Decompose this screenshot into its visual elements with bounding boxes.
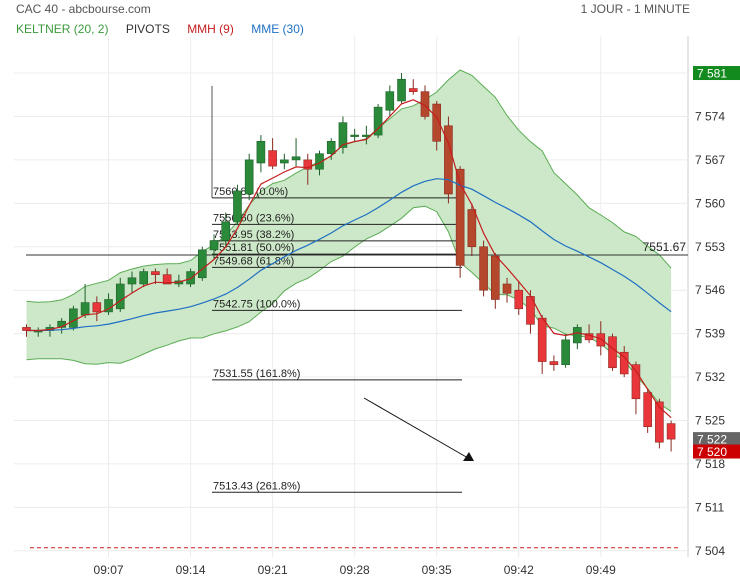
legend: KELTNER (20, 2) PIVOTS MMH (9) MME (30): [16, 22, 318, 36]
candle-body: [256, 140, 266, 164]
y-tick-label: 7 511: [695, 500, 724, 514]
price-badge-bg: [693, 444, 740, 459]
candle-body: [198, 249, 207, 279]
pivot-label: 7551.67: [643, 240, 687, 254]
y-tick-label: 7 560: [695, 196, 725, 210]
candle-body: [280, 159, 289, 164]
price-badge-bg: [693, 66, 740, 81]
candle-body: [467, 209, 477, 248]
period-label: 1 JOUR - 1 MINUTE: [580, 2, 690, 16]
candle-body: [326, 140, 336, 154]
candle-body: [162, 274, 172, 285]
candle-body: [619, 351, 629, 375]
candle-body: [303, 159, 313, 170]
x-tick-label: 09:42: [504, 563, 534, 577]
fibo-level-label: 7551.81 (50.0%): [213, 242, 294, 254]
x-tick-label: 09:35: [422, 563, 452, 577]
candle-body: [80, 302, 90, 316]
price-badge: 7 520: [693, 444, 740, 459]
x-tick-label: 09:07: [94, 563, 124, 577]
candle-body: [479, 246, 488, 291]
y-tick-label: 7 532: [695, 370, 725, 384]
candle-body: [631, 364, 641, 400]
x-tick-label: 09:28: [340, 563, 370, 577]
candle-body: [139, 271, 148, 285]
y-tick-label: 7 567: [695, 153, 725, 167]
candle-body: [209, 240, 219, 251]
candle-body: [549, 361, 559, 365]
candle-body: [408, 88, 418, 92]
candle-body: [596, 333, 606, 347]
candle-body: [221, 221, 231, 241]
keltner-lower-line: [26, 205, 672, 412]
candle-body: [385, 91, 395, 111]
candle-body: [115, 283, 125, 310]
candle-body: [291, 156, 301, 161]
y-tick-label: 7 553: [695, 240, 725, 254]
fibo-level-label: 7531.55 (161.8%): [213, 368, 300, 380]
price-badge-label: 7 522: [697, 433, 727, 447]
candle-body: [268, 150, 277, 167]
candle-body: [432, 103, 442, 142]
instrument-title: CAC 40 - abcbourse.com: [16, 2, 151, 16]
legend-keltner[interactable]: KELTNER (20, 2): [16, 22, 109, 36]
candle-body: [573, 327, 582, 344]
price-badge-label: 7 581: [697, 67, 727, 81]
fibo-level-label: 7553.95 (38.2%): [213, 229, 294, 241]
candle-body: [666, 423, 676, 440]
price-badge: 7 522: [693, 432, 740, 447]
trend-arrow-head: [463, 452, 474, 461]
legend-mme[interactable]: MME (30): [251, 22, 304, 36]
candle-body: [338, 122, 348, 148]
candle-body: [643, 392, 652, 427]
candle-body: [502, 283, 512, 294]
y-tick-label: 7 546: [695, 283, 725, 297]
candle-body: [127, 277, 137, 285]
x-tick-label: 09:14: [176, 563, 206, 577]
fibo-level-label: 7549.68 (61.8%): [213, 255, 294, 267]
y-tick-label: 7 518: [695, 457, 725, 471]
candle-body: [69, 308, 78, 328]
candle-body: [444, 125, 453, 195]
legend-mmh[interactable]: MMH (9): [187, 22, 234, 36]
candle-body: [561, 339, 570, 365]
candle-body: [92, 302, 102, 313]
candle-body: [397, 78, 406, 102]
mmh-line: [26, 99, 672, 419]
x-tick-label: 09:21: [258, 563, 288, 577]
y-tick-label: 7 574: [695, 109, 725, 123]
x-tick-label: 09:49: [586, 563, 616, 577]
candle-body: [490, 255, 500, 300]
price-badge-bg: [693, 432, 740, 447]
candle-body: [537, 317, 547, 362]
fibo-level-label: 7542.75 (100.0%): [213, 298, 300, 310]
price-badge: 7 581: [693, 66, 740, 81]
mme-line: [26, 178, 672, 332]
legend-pivots[interactable]: PIVOTS: [125, 22, 170, 36]
candles: [22, 73, 676, 452]
candle-body: [315, 153, 324, 170]
candle-body: [608, 336, 617, 369]
candle-body: [373, 106, 383, 136]
price-badge-label: 7 520: [697, 445, 727, 459]
candle-body: [655, 401, 664, 443]
candle-body: [186, 271, 195, 285]
fibo-level-label: 7513.43 (261.8%): [213, 480, 300, 492]
candle-body: [151, 271, 160, 275]
candle-body: [244, 159, 254, 195]
candle-body: [455, 168, 465, 266]
candle-body: [350, 134, 359, 137]
y-tick-label: 7 539: [695, 327, 725, 341]
y-tick-label: 7 525: [695, 413, 725, 427]
y-tick-label: 7 504: [695, 544, 725, 558]
candle-body: [514, 289, 524, 310]
trend-arrow-line: [363, 397, 469, 459]
candle-body: [233, 190, 242, 223]
